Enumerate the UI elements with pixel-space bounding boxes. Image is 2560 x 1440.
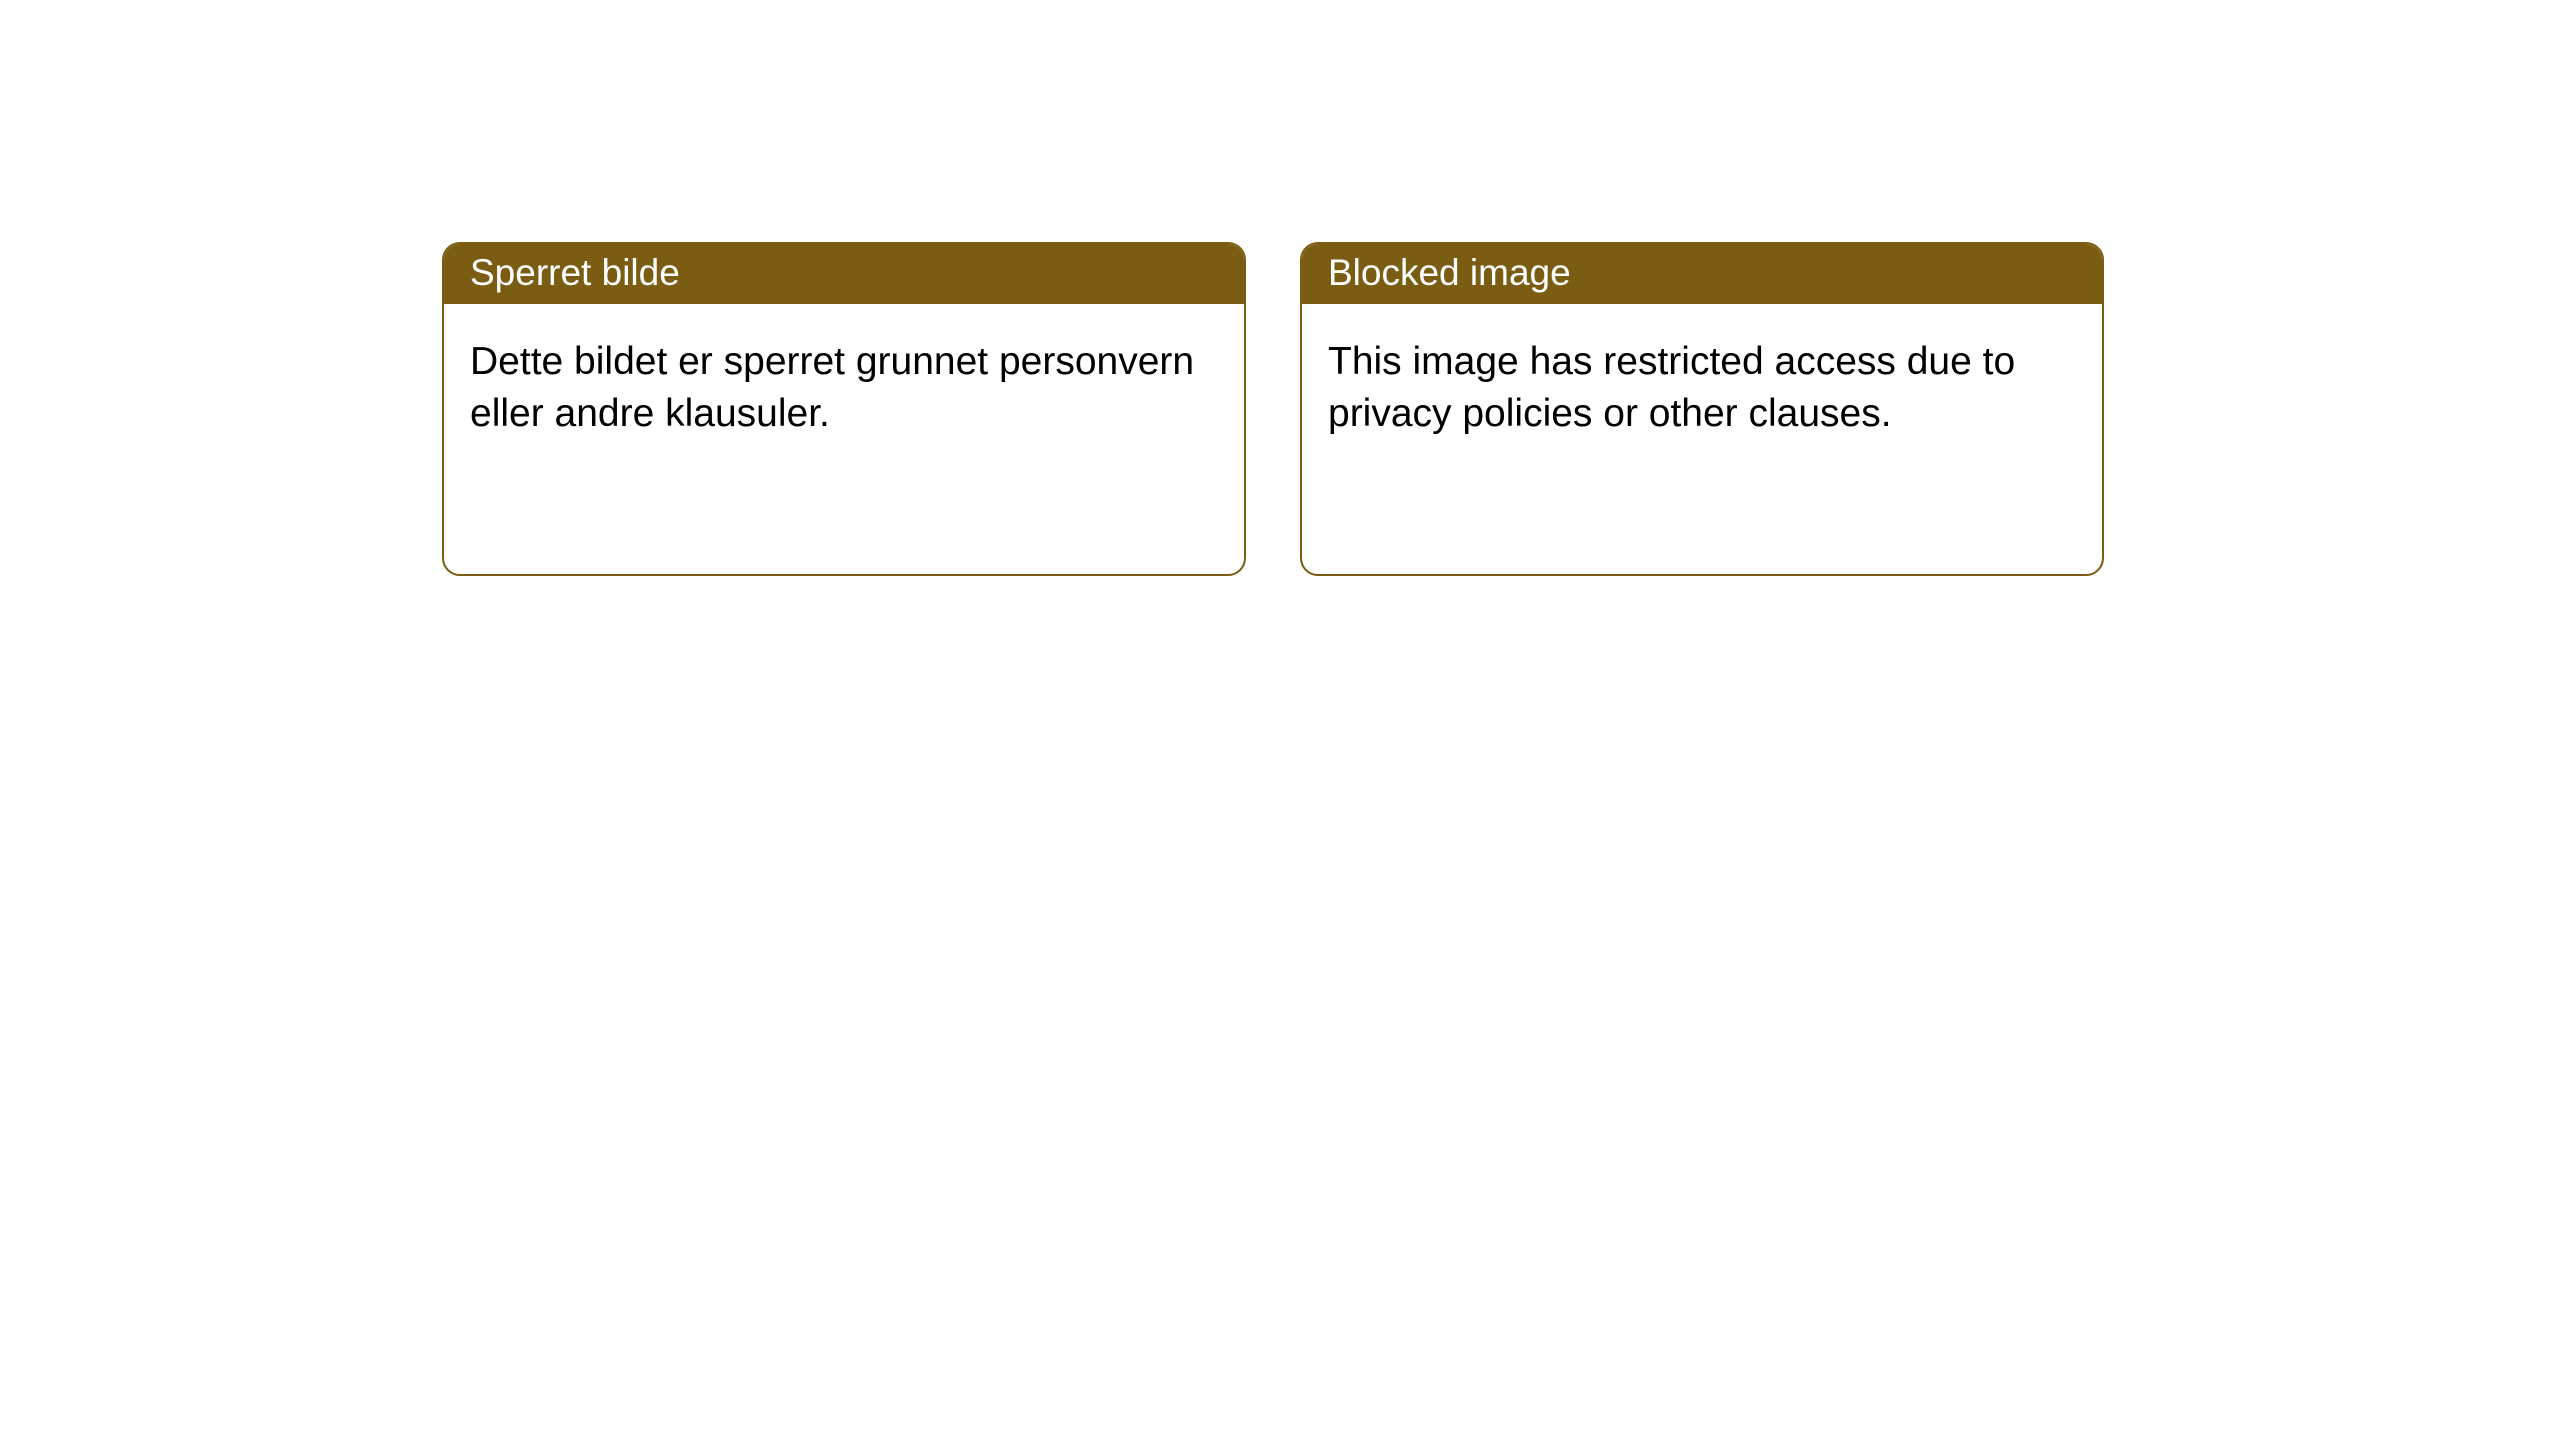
blocked-image-card-no: Sperret bilde Dette bildet er sperret gr… (442, 242, 1246, 576)
notice-container: Sperret bilde Dette bildet er sperret gr… (0, 0, 2560, 576)
card-title-no: Sperret bilde (444, 244, 1244, 304)
card-title-en: Blocked image (1302, 244, 2102, 304)
card-body-en: This image has restricted access due to … (1302, 304, 2102, 473)
card-body-no: Dette bildet er sperret grunnet personve… (444, 304, 1244, 473)
blocked-image-card-en: Blocked image This image has restricted … (1300, 242, 2104, 576)
